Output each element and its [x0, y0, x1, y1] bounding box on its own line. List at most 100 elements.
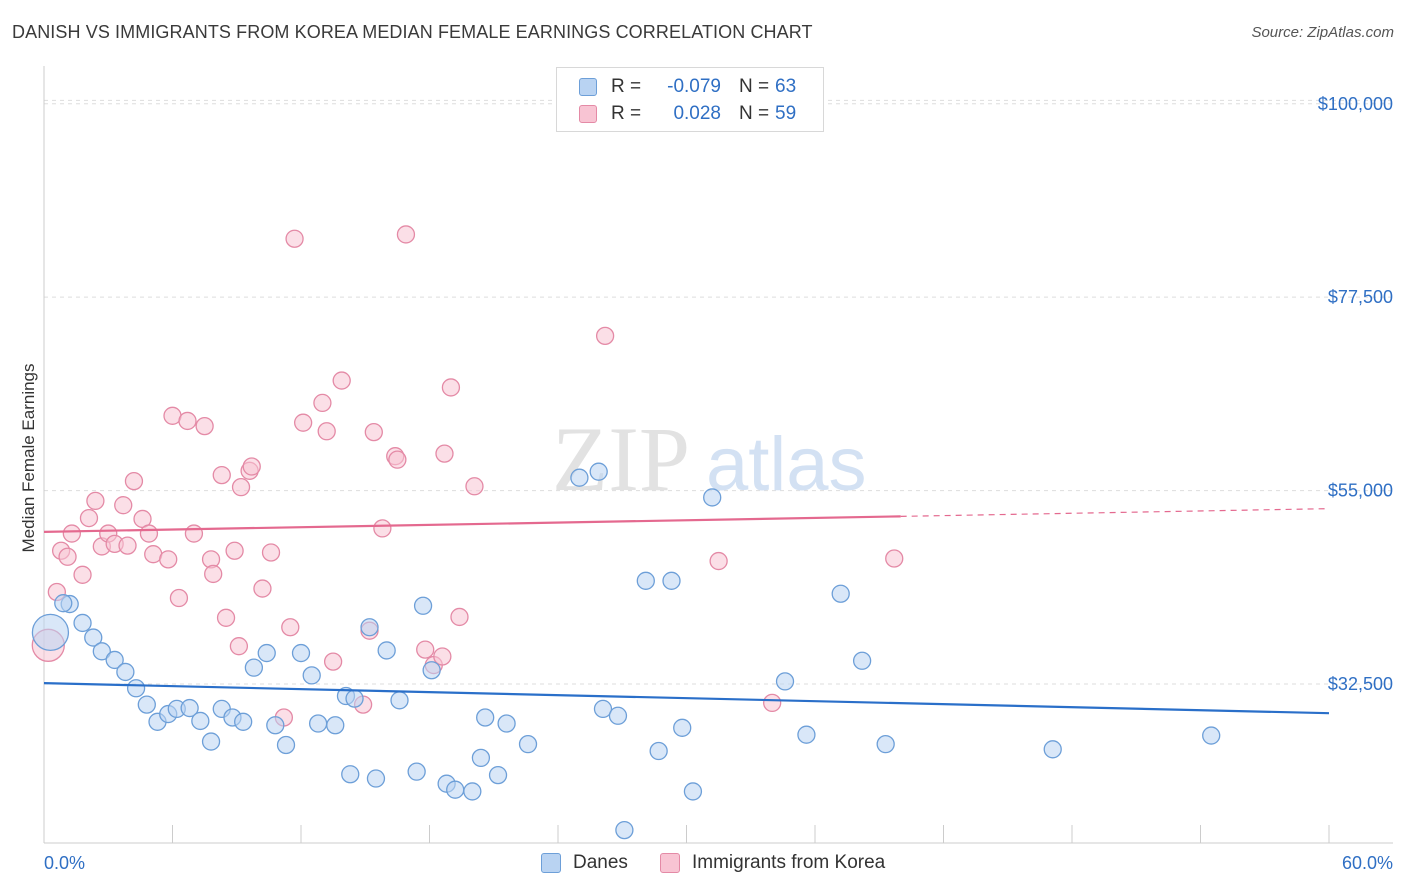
danes-n-value: 63 [775, 76, 797, 97]
danes-point [476, 708, 495, 727]
danes-point [73, 613, 92, 633]
korea-trend-extension [900, 508, 1330, 517]
korea-point [450, 607, 469, 627]
danes-point [703, 488, 722, 507]
legend-row-korea: R = 0.028 N = 59 [579, 103, 796, 125]
danes-point [831, 584, 850, 603]
axes [43, 66, 1393, 844]
danes-point [257, 643, 276, 663]
danes-point [360, 618, 379, 637]
danes-point [1202, 726, 1221, 745]
watermark-atlas: atlas [706, 422, 867, 507]
danes-point [54, 594, 73, 613]
korea-point [763, 693, 782, 713]
korea-point [159, 550, 178, 569]
danes-point [518, 735, 538, 754]
korea-point [373, 519, 392, 538]
danes-point [1043, 740, 1062, 759]
danes-point [266, 716, 285, 735]
korea-point [281, 618, 300, 637]
danes-point [366, 769, 386, 788]
korea-point [388, 450, 407, 469]
danes-point [852, 651, 872, 670]
danes-point [589, 462, 608, 481]
korea-point [204, 564, 223, 584]
korea-point [261, 543, 281, 562]
korea-point [225, 541, 244, 560]
danes-point [126, 679, 146, 698]
korea-point [124, 471, 144, 491]
korea-swatch [579, 105, 597, 123]
danes-point [876, 735, 895, 754]
danes-point [377, 641, 396, 660]
danes-point [244, 658, 264, 677]
danes-point [201, 732, 221, 751]
danes-point [390, 691, 409, 710]
korea-point [242, 457, 261, 476]
korea-trend-line [43, 515, 901, 533]
danes-point [191, 711, 210, 731]
bottom-legend-danes[interactable]: Danes [541, 852, 628, 874]
danes-point [608, 706, 628, 725]
r-label: R = [611, 103, 642, 124]
korea-point [169, 588, 189, 608]
danes-point [649, 741, 668, 761]
korea-point [323, 652, 343, 671]
danes-point [673, 718, 692, 737]
danes-legend-swatch [541, 853, 561, 873]
legend-row-danes: R = -0.079 N = 63 [579, 76, 796, 98]
korea-point [178, 411, 197, 431]
korea-point [58, 547, 77, 566]
watermark: ZIP atlas [552, 408, 867, 510]
y-tick-label: $55,000 [1328, 481, 1393, 501]
danes-swatch [579, 78, 597, 96]
n-label: N = [739, 103, 770, 124]
danes-point [276, 735, 296, 755]
y-tick-label: $100,000 [1318, 94, 1393, 114]
series-korea-points [31, 225, 904, 727]
korea-n-value: 59 [775, 103, 797, 124]
y-tick-label: $77,500 [1328, 287, 1393, 307]
danes-point [488, 765, 508, 785]
korea-point [253, 579, 272, 598]
korea-r-value: 0.028 [673, 103, 721, 124]
danes-point [636, 571, 655, 590]
danes-point [105, 650, 124, 670]
y-tick-label: $32,500 [1328, 674, 1393, 694]
danes-point [31, 613, 70, 652]
danes-legend-label: Danes [573, 852, 628, 873]
danes-point [116, 662, 135, 682]
bottom-legend-korea[interactable]: Immigrants from Korea [660, 852, 885, 874]
korea-legend-label: Immigrants from Korea [692, 852, 886, 873]
korea-point [313, 393, 332, 413]
danes-point [615, 820, 634, 840]
source-label[interactable]: Source: ZipAtlas.com [1251, 24, 1394, 41]
korea-point [216, 608, 236, 627]
korea-point [212, 465, 231, 485]
korea-point [86, 491, 105, 511]
danes-point [463, 782, 482, 801]
korea-point [79, 508, 99, 528]
korea-point [364, 422, 383, 442]
danes-point [683, 782, 703, 801]
danes-point [84, 628, 103, 647]
watermark-zip: ZIP [552, 408, 690, 510]
y-tick-labels: $32,500 $55,000 $77,500 $100,000 [1318, 94, 1393, 694]
danes-point [180, 698, 199, 718]
korea-legend-swatch [660, 853, 680, 873]
korea-point [595, 326, 615, 346]
korea-point [139, 524, 159, 543]
korea-point [62, 524, 81, 543]
korea-point [441, 378, 461, 397]
danes-point [308, 714, 328, 733]
danes-r-value: -0.079 [667, 76, 721, 97]
korea-point [396, 225, 416, 244]
korea-point [293, 413, 313, 432]
danes-point [662, 571, 681, 590]
correlation-legend: R = -0.079 N = 63 R = 0.028 N = 59 [556, 67, 824, 132]
gridlines [44, 99, 1393, 685]
danes-point [326, 716, 345, 735]
korea-point [332, 371, 351, 390]
danes-point [593, 699, 613, 719]
